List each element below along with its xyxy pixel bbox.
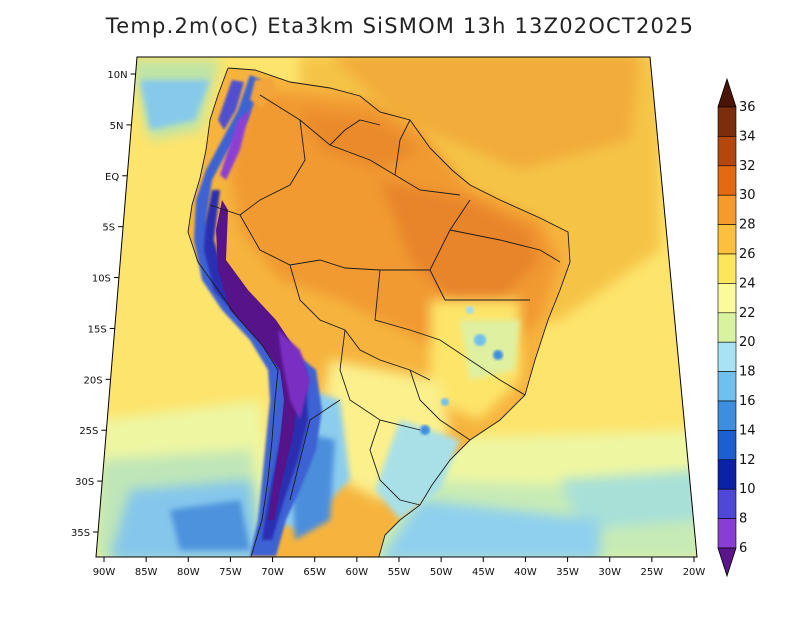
colorbar-bin [717,283,737,314]
colorbar-label: 18 [739,365,756,380]
temperature-colorbar: 36 34 32 30 28 26 24 22 20 18 16 14 12 10 8 6 [717,77,756,578]
lon-tick-label: 65W [303,567,326,578]
colorbar-label: 36 [739,100,756,115]
colorbar-bin [717,459,737,490]
colorbar-label: 26 [739,247,756,262]
colorbar-bin [717,488,737,519]
colorbar-label: 30 [739,188,756,203]
colorbar-label: 6 [739,541,747,556]
colorbar-bin [717,136,737,167]
lat-tick-label: 15S [88,324,107,335]
lon-tick-label: 75W [219,567,242,578]
lat-tick-label: 25S [79,426,98,437]
colorbar-label: 22 [739,306,756,321]
colorbar-label: 32 [739,159,756,174]
lon-tick-label: 85W [135,567,158,578]
lon-tick-label: 30W [598,567,621,578]
longitude-axis: 90W 85W 80W 75W 70W 65W 60W 55W 50W 45W 40W 35W 30W 2… [93,557,706,578]
colorbar-bottom-arrow [717,547,737,578]
lon-tick-label: 35W [556,567,579,578]
colorbar-label: 12 [739,453,756,468]
map-frame [95,56,698,558]
lon-tick-label: 40W [514,567,537,578]
lon-tick-label: 90W [93,567,116,578]
colorbar-bin [717,341,737,372]
colorbar-label: 24 [739,276,756,291]
lon-tick-label: 60W [346,567,369,578]
lat-tick-label: EQ [105,172,119,183]
colorbar-bin [717,106,737,137]
lon-tick-label: 55W [388,567,411,578]
lon-tick-label: 25W [641,567,664,578]
colorbar-bin [717,371,737,402]
colorbar-bin [717,194,737,225]
colorbar-label: 8 [739,512,747,527]
lon-tick-label: 80W [177,567,200,578]
lon-tick-label: 45W [472,567,495,578]
colorbar-bin [717,400,737,431]
lat-tick-label: 10N [107,70,127,81]
colorbar-label: 10 [739,482,756,497]
colorbar-label: 28 [739,218,756,233]
colorbar-label: 16 [739,394,756,409]
colorbar-bin [717,165,737,196]
lon-tick-label: 20W [683,567,706,578]
lat-tick-label: 10S [92,274,111,285]
map-title: Temp.2m(oC) Eta3km SiSMOM 13h 13Z02OCT20… [105,14,695,38]
colorbar-label: 34 [739,129,756,144]
lon-tick-label: 50W [430,567,453,578]
colorbar-top-arrow [717,77,737,108]
colorbar-label: 20 [739,335,756,350]
lat-tick-label: 20S [83,375,102,386]
colorbar-bin [717,224,737,255]
colorbar-bin [717,518,737,549]
lat-tick-label: 5S [102,223,115,234]
lat-tick-label: 30S [75,477,94,488]
colorbar-label: 14 [739,423,756,438]
lat-tick-label: 5N [110,121,124,132]
colorbar-bin [717,312,737,343]
latitude-axis: 10N 5N EQ 5S 10S 15S 20S 25S 30S 35S [71,70,136,539]
colorbar-bin [717,430,737,461]
lon-tick-label: 70W [261,567,284,578]
colorbar-bin [717,253,737,284]
lat-tick-label: 35S [71,528,90,539]
country-borders [187,67,571,557]
map-domain [96,57,697,557]
